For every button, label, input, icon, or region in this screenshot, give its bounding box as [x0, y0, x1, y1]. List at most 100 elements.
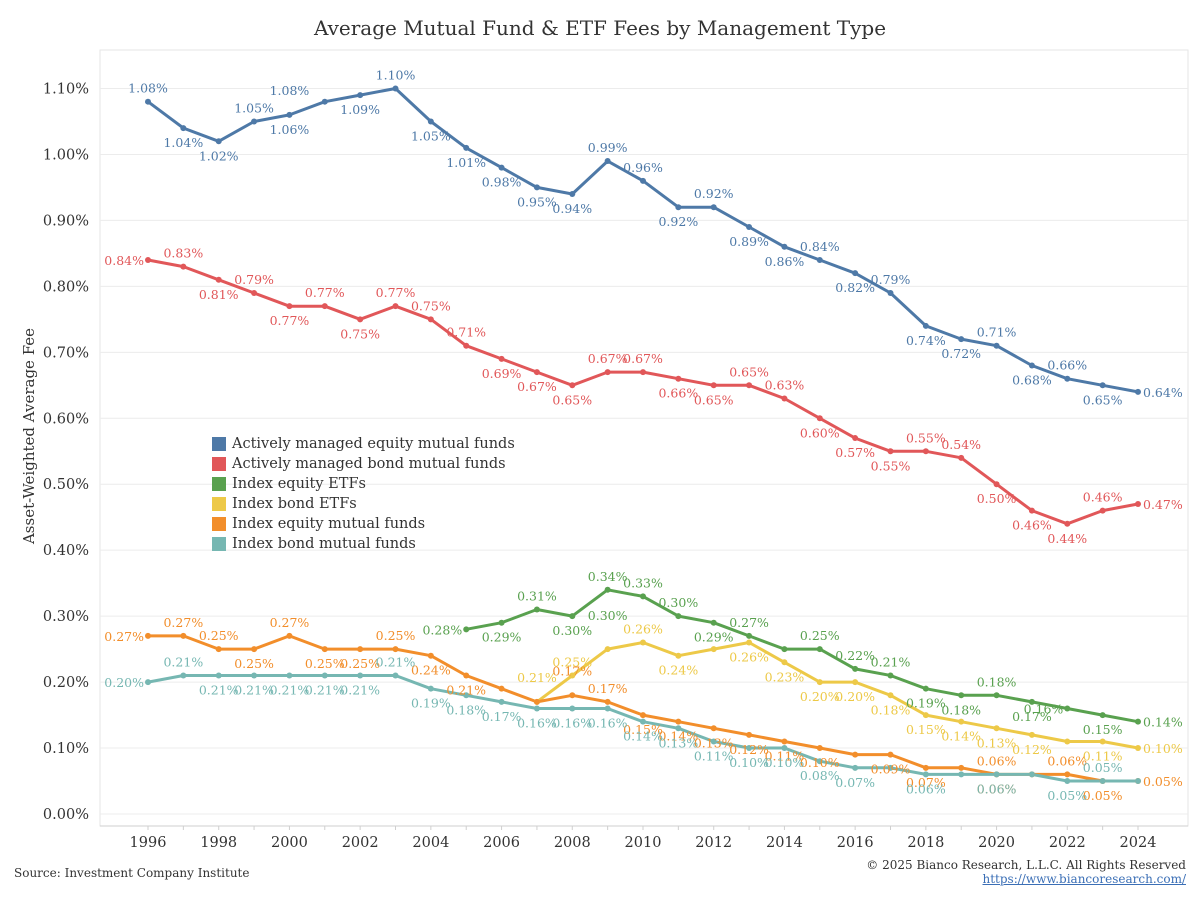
- data-label: 0.13%: [694, 735, 734, 750]
- data-label: 0.82%: [835, 280, 875, 295]
- data-labels: 1.08% 1.04%1.02% 1.05% 1.06% 1.08% 1.09% 1.10%…: [104, 68, 1183, 804]
- data-label: 0.66%: [1047, 358, 1087, 373]
- data-label: 0.71%: [977, 325, 1017, 340]
- data-label: 0.25%: [800, 628, 840, 643]
- data-point: [427, 118, 434, 125]
- data-point: [392, 646, 399, 653]
- data-label: 0.17%: [552, 663, 592, 678]
- data-point: [675, 725, 682, 732]
- data-point: [710, 382, 717, 389]
- data-point: [357, 672, 364, 679]
- data-label: 0.08%: [800, 768, 840, 783]
- data-point: [569, 191, 576, 198]
- data-point: [427, 652, 434, 659]
- data-point: [922, 771, 929, 778]
- legend-swatch: [212, 537, 226, 551]
- data-label: 0.15%: [1083, 722, 1123, 737]
- data-point: [958, 718, 965, 725]
- data-label: 0.25%: [199, 628, 239, 643]
- data-point: [746, 224, 753, 231]
- data-point: [887, 448, 894, 455]
- data-label: 0.75%: [340, 326, 380, 341]
- data-label: 1.02%: [199, 148, 239, 163]
- y-tick-label: 0.40%: [43, 543, 89, 559]
- y-tick-label: 0.60%: [43, 411, 89, 427]
- data-label: 0.07%: [835, 775, 875, 790]
- y-axis-label: Asset-Weighted Average Fee: [20, 328, 38, 545]
- data-point: [463, 144, 470, 151]
- data-label: 0.26%: [729, 650, 769, 665]
- data-point: [852, 435, 859, 442]
- data-label: 0.18%: [941, 702, 981, 717]
- data-point: [215, 276, 222, 283]
- data-label: 0.30%: [588, 608, 628, 623]
- legend-item: Index equity mutual funds: [212, 514, 515, 534]
- data-point: [887, 764, 894, 771]
- data-point: [816, 256, 823, 263]
- data-label: 0.60%: [800, 425, 840, 440]
- data-label: 0.79%: [234, 272, 274, 287]
- data-point: [1099, 382, 1106, 389]
- data-point: [498, 164, 505, 171]
- legend-item: Index bond ETFs: [212, 494, 515, 514]
- data-point: [1028, 698, 1035, 705]
- data-label: 0.55%: [871, 458, 911, 473]
- data-label: 0.17%: [482, 709, 522, 724]
- data-point: [640, 369, 646, 376]
- data-label: 0.65%: [694, 392, 734, 407]
- legend-swatch: [212, 457, 226, 471]
- legend-label: Actively managed bond mutual funds: [232, 456, 506, 472]
- data-label: 0.25%: [234, 656, 274, 671]
- data-point: [958, 336, 965, 343]
- data-point: [1064, 738, 1071, 745]
- data-point: [816, 646, 823, 653]
- data-point: [887, 692, 894, 699]
- x-tick-label: 2016: [837, 835, 874, 851]
- data-label: 0.19%: [906, 696, 946, 711]
- legend-item: Index bond mutual funds: [212, 534, 515, 554]
- data-label: 0.23%: [765, 669, 805, 684]
- data-point: [533, 705, 540, 712]
- x-tick-label: 2012: [695, 835, 732, 851]
- data-point: [640, 712, 646, 719]
- data-points: [145, 85, 1141, 785]
- data-label: 0.10%: [1143, 741, 1183, 756]
- series-line-2: [465, 588, 1139, 724]
- legend-item: Index equity ETFs: [212, 474, 515, 494]
- website-link[interactable]: https://www.biancoresearch.com/: [982, 872, 1186, 886]
- data-label: 0.71%: [446, 325, 486, 340]
- data-point: [993, 342, 1000, 349]
- data-label: 0.05%: [1047, 788, 1087, 803]
- data-label: 0.21%: [234, 682, 274, 697]
- data-label: 0.15%: [623, 722, 663, 737]
- legend-swatch: [212, 477, 226, 491]
- data-point: [958, 764, 965, 771]
- copyright-notice: © 2025 Bianco Research, L.L.C. All Right…: [866, 858, 1186, 872]
- data-point: [604, 158, 611, 165]
- data-label: 0.05%: [1143, 774, 1183, 789]
- data-point: [746, 632, 753, 639]
- data-label: 1.05%: [234, 100, 274, 115]
- data-label: 0.47%: [1143, 497, 1183, 512]
- x-tick-label: 2020: [978, 835, 1015, 851]
- data-point: [180, 263, 187, 270]
- data-label: 0.18%: [446, 702, 486, 717]
- data-label: 0.77%: [376, 285, 416, 300]
- data-label: 0.05%: [1083, 760, 1123, 775]
- data-point: [993, 481, 1000, 488]
- data-point: [746, 731, 753, 738]
- data-point: [1064, 771, 1071, 778]
- data-label: 1.08%: [128, 81, 168, 96]
- data-point: [1099, 712, 1106, 719]
- legend-swatch: [212, 497, 226, 511]
- data-label: 0.84%: [104, 253, 144, 268]
- data-point: [958, 771, 965, 778]
- data-point: [781, 243, 788, 250]
- data-point: [392, 303, 399, 310]
- data-label: 0.16%: [1024, 701, 1064, 716]
- data-label: 0.68%: [1012, 373, 1052, 388]
- data-point: [604, 369, 611, 376]
- y-tick-label: 0.80%: [43, 279, 89, 295]
- y-tick-label: 0.00%: [43, 807, 89, 823]
- data-point: [463, 626, 470, 633]
